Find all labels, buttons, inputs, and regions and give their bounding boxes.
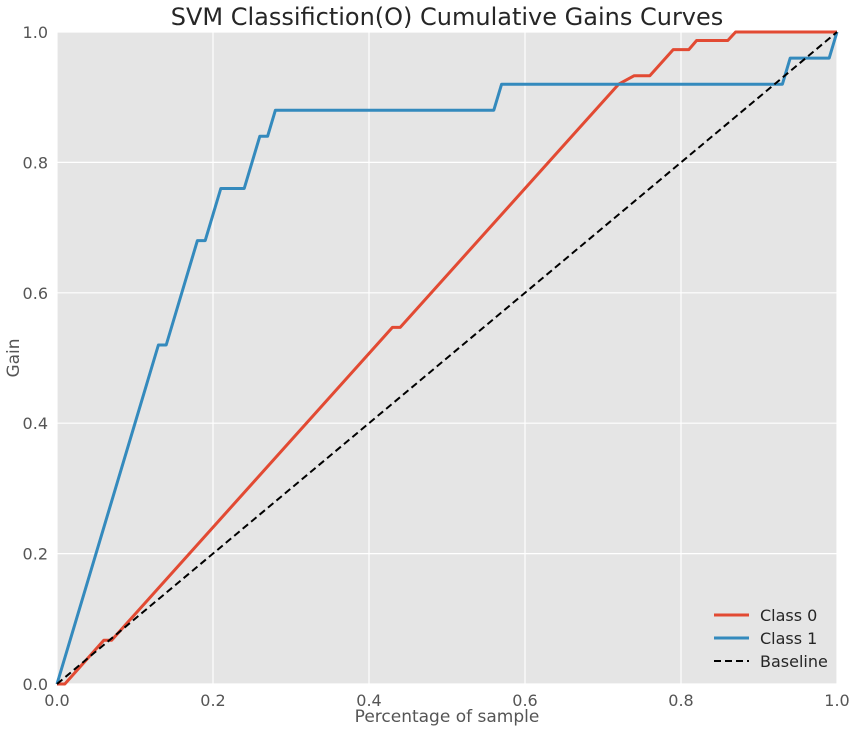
series-line-class-0 xyxy=(57,30,837,686)
y-tick-label: 0.4 xyxy=(23,414,48,433)
grid-lines xyxy=(56,31,838,685)
y-axis-label: Gain xyxy=(4,338,24,377)
y-tick-label: 0.2 xyxy=(23,545,48,564)
x-tick-label: 0.0 xyxy=(44,691,69,710)
legend: Class 0 Class 1 Baseline xyxy=(714,606,828,671)
x-tick-label: 1.0 xyxy=(824,691,849,710)
legend-label: Class 0 xyxy=(760,606,817,625)
x-tick-label: 0.4 xyxy=(356,691,381,710)
y-tick-label: 0.6 xyxy=(23,284,48,303)
x-tick-label: 0.8 xyxy=(668,691,693,710)
chart-title: SVM Classifiction(O) Cumulative Gains Cu… xyxy=(171,3,724,31)
x-tick-labels: 0.0 0.2 0.4 0.6 0.8 1.0 xyxy=(44,691,849,710)
x-tick-label: 0.6 xyxy=(512,691,537,710)
x-tick-label: 0.2 xyxy=(200,691,225,710)
series-lines xyxy=(55,30,839,686)
series-line-baseline xyxy=(56,31,838,685)
legend-label: Class 1 xyxy=(760,629,817,648)
x-axis-label: Percentage of sample xyxy=(355,707,540,727)
y-tick-label: 0.8 xyxy=(23,153,48,172)
y-tick-label: 0.0 xyxy=(23,675,48,694)
legend-label: Baseline xyxy=(760,652,828,671)
y-tick-labels: 0.0 0.2 0.4 0.6 0.8 1.0 xyxy=(23,23,48,694)
y-tick-label: 1.0 xyxy=(23,23,48,42)
series-line-class-1 xyxy=(55,31,839,685)
